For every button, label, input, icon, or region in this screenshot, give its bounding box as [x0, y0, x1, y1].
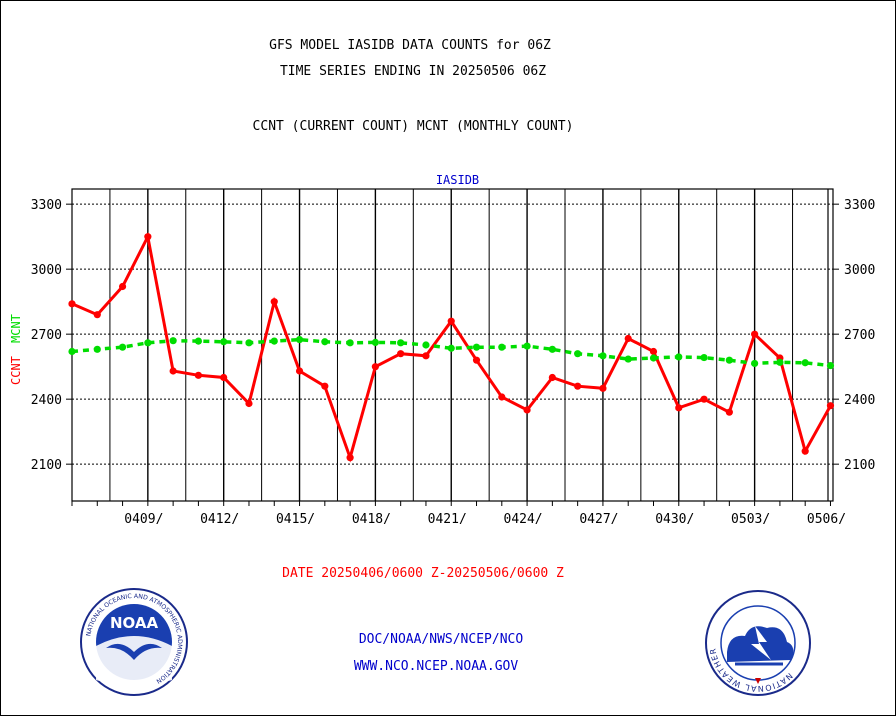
noaa-logo-icon: NOAA NATIONAL OCEANIC AND ATMOSPHERIC AD… [80, 588, 188, 696]
data-point-mcnt [574, 350, 582, 358]
data-point-ccnt [93, 311, 101, 319]
y-axis-label-group: CCNT MCNT [9, 314, 23, 385]
data-point-mcnt [472, 343, 481, 351]
y-tick-label-right: 3000 [844, 263, 875, 278]
x-tick-label: 0430/ [655, 512, 694, 527]
y-tick-label-left: 3300 [31, 198, 62, 213]
plot-title: IASIDB [436, 173, 479, 187]
data-point-mcnt [826, 361, 835, 370]
x-tick-label: 0506/ [807, 512, 846, 527]
data-point-ccnt [675, 404, 683, 412]
data-point-mcnt [169, 337, 177, 345]
data-point-ccnt [194, 371, 203, 379]
data-point-ccnt [169, 367, 177, 375]
x-tick-label: 0424/ [504, 512, 543, 527]
data-point-ccnt [397, 350, 405, 358]
data-point-mcnt [144, 339, 152, 347]
data-point-mcnt [270, 337, 278, 345]
data-point-ccnt [270, 298, 278, 306]
data-point-ccnt [447, 317, 455, 325]
data-point-ccnt [574, 382, 582, 390]
data-point-ccnt [422, 352, 430, 360]
data-point-ccnt [220, 373, 228, 382]
y-tick-label-right: 3300 [844, 198, 875, 213]
data-point-ccnt [371, 363, 379, 371]
data-point-ccnt [801, 447, 809, 455]
date-range-label: DATE 20250406/0600 Z-20250506/0600 Z [282, 566, 564, 581]
y-tick-label-right: 2700 [844, 328, 875, 343]
data-point-mcnt [700, 353, 708, 362]
website-link[interactable]: WWW.NCO.NCEP.NOAA.GOV [353, 659, 519, 674]
data-point-ccnt [649, 347, 658, 356]
data-point-mcnt [751, 359, 759, 368]
data-point-ccnt [118, 282, 127, 291]
data-point-ccnt [599, 384, 607, 392]
data-point-mcnt [245, 339, 253, 347]
y-tick-label-left: 2700 [31, 328, 62, 343]
data-point-mcnt [675, 353, 683, 361]
data-point-ccnt [245, 399, 253, 408]
plot-area-border [71, 188, 834, 502]
chart-subtitle: CCNT (CURRENT COUNT) MCNT (MONTHLY COUNT… [252, 119, 574, 134]
data-point-ccnt [548, 373, 556, 382]
data-point-mcnt [776, 358, 784, 366]
data-point-mcnt [649, 354, 658, 362]
org-path-link[interactable]: DOC/NOAA/NWS/NCEP/NCO [358, 632, 524, 647]
data-point-ccnt [700, 395, 708, 403]
data-point-mcnt [68, 347, 76, 356]
data-point-mcnt [321, 338, 329, 346]
x-tick-label: 0503/ [731, 512, 770, 527]
x-tick-label: 0427/ [579, 512, 618, 527]
data-point-mcnt [295, 335, 304, 344]
data-point-mcnt [599, 352, 607, 360]
x-tick-label: 0421/ [428, 512, 467, 527]
data-point-mcnt [523, 342, 531, 350]
data-point-mcnt [447, 344, 455, 352]
data-point-mcnt [725, 356, 733, 364]
y-tick-label-right: 2400 [844, 393, 875, 408]
data-point-ccnt [321, 382, 329, 390]
x-tick-label: 0415/ [276, 512, 315, 527]
data-point-mcnt [346, 339, 354, 347]
data-point-ccnt [346, 454, 354, 462]
data-point-mcnt [498, 343, 506, 351]
nws-logo-icon: NATIONAL WEATHER SERVICE [705, 590, 811, 696]
chart-title-line1: GFS MODEL IASIDB DATA COUNTS for 06Z [269, 38, 551, 53]
data-point-ccnt [498, 393, 506, 401]
x-tick-label: 0409/ [124, 512, 163, 527]
data-point-mcnt [194, 337, 203, 345]
data-point-mcnt [93, 345, 101, 353]
data-point-ccnt [826, 402, 835, 410]
data-point-mcnt [801, 359, 809, 367]
data-point-ccnt [725, 408, 733, 416]
y-tick-label-left: 2400 [31, 393, 62, 408]
y-tick-label-right: 2100 [844, 458, 875, 473]
x-tick-label: 0418/ [352, 512, 391, 527]
data-point-mcnt [397, 339, 405, 347]
data-point-ccnt [295, 367, 304, 375]
data-point-ccnt [472, 356, 481, 364]
data-point-mcnt [220, 338, 228, 346]
y-axis-label-ccnt: CCNT [9, 356, 23, 385]
x-tick-label: 0412/ [200, 512, 239, 527]
data-point-mcnt [548, 345, 556, 353]
y-axis-label-mcnt: MCNT [9, 314, 23, 343]
data-point-ccnt [751, 330, 759, 338]
data-point-mcnt [371, 338, 379, 346]
noaa-logo-text: NOAA [110, 614, 159, 632]
data-point-ccnt [624, 334, 632, 343]
chart-title-line2: TIME SERIES ENDING IN 20250506 06Z [279, 64, 547, 79]
data-point-ccnt [68, 300, 76, 308]
data-point-mcnt [624, 355, 632, 363]
y-tick-label-left: 2100 [31, 458, 62, 473]
data-point-mcnt [118, 343, 127, 351]
data-point-ccnt [144, 233, 152, 241]
y-tick-label-left: 3000 [31, 263, 62, 278]
data-point-mcnt [422, 341, 430, 349]
data-point-ccnt [523, 406, 531, 414]
